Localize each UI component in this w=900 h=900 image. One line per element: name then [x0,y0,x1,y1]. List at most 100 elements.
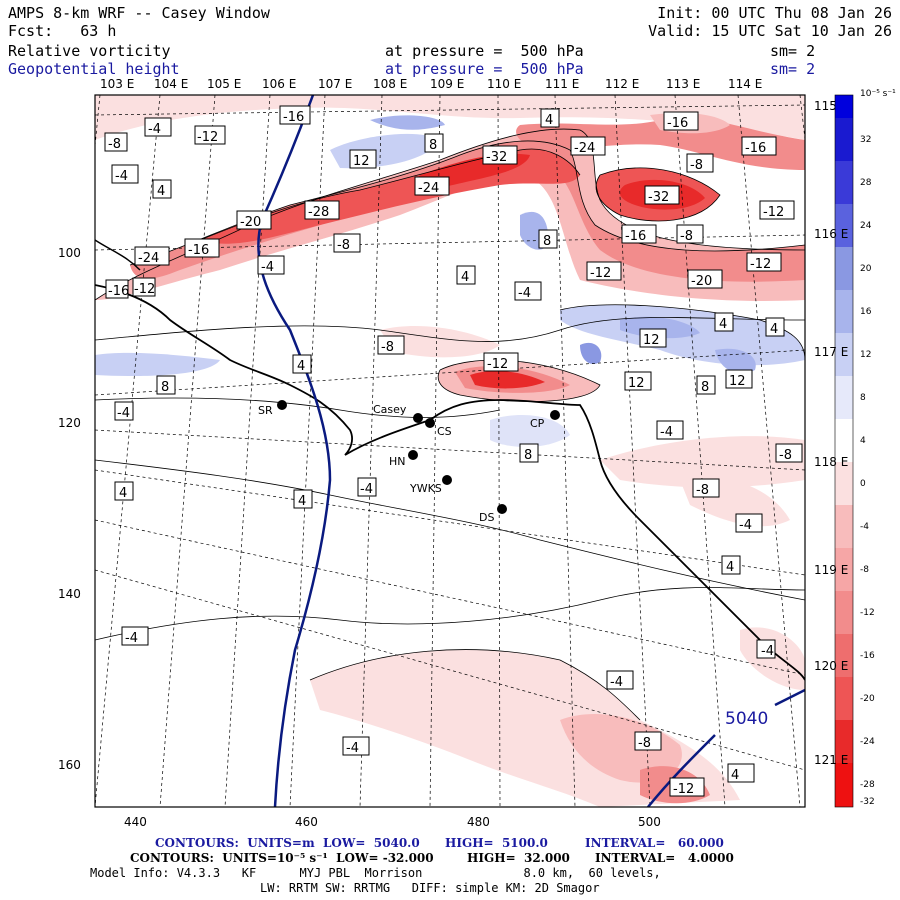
contour-label: 8 [701,380,709,395]
colorbar-label: -4 [860,522,869,532]
colorbar-unit: 10⁻⁵ s⁻¹ [860,89,896,99]
footer-model-info: Model Info: V4.3.3 KF MYJ PBL Morrison 8… [90,866,661,880]
coastline-west [95,239,141,271]
contour-label: -16 [625,229,646,244]
contour-label: -8 [638,736,651,751]
contour-label: -12 [673,782,694,797]
contour-label: -4 [117,406,130,421]
lon-label: 107 E [318,77,353,91]
contour-label: 4 [731,768,739,783]
station-dot-cp [550,410,560,420]
colorbar-label: -20 [860,694,875,704]
colorbar-label: 16 [860,307,872,317]
contour-label: -8 [779,448,792,463]
contour-label: 4 [770,322,778,337]
colorbar-label: 28 [860,178,872,188]
coastline [95,284,805,681]
contour-label: -12 [134,282,155,297]
height-contour-east2 [774,688,805,707]
colorbar-swatch [835,118,853,161]
footer-height-contours: CONTOURS: UNITS=m LOW= 5040.0 [155,836,420,850]
contour-label: -4 [518,286,531,301]
contour-label: 8 [543,234,551,249]
lon-label: 105 E [207,77,242,91]
contour-label: -4 [761,644,774,659]
field2-smoothing: sm= 2 [770,60,816,78]
height-contour-label: 5040 [725,709,768,729]
lat-label: 121 E [814,753,849,767]
contour-label: 4 [298,494,306,509]
field2-name: Geopotential height [8,60,180,78]
contour-label: 8 [161,380,169,395]
contour-label: -32 [648,190,669,205]
contour-label: -4 [261,260,274,275]
contour-label: -8 [680,229,693,244]
contour-label: -4 [739,518,752,533]
colorbar-label: 0 [860,479,866,489]
lon-label: 104 E [154,77,189,91]
station-dot-hn [408,450,418,460]
contour-label: -8 [337,238,350,253]
x-tick: 440 [124,815,147,829]
footer-physics: LW: RRTM SW: RRTMG DIFF: simple KM: 2D S… [260,881,600,895]
vorticity-contours [95,128,805,721]
contour-label: -12 [487,357,508,372]
station-label: SR [258,404,273,417]
colorbar-label: -28 [860,780,875,790]
station-label: DS [479,511,494,524]
lon-label: 112 E [605,77,640,91]
station-dot-casey [413,413,423,423]
plot-frame [94,94,806,808]
contour-label: -12 [197,130,218,145]
colorbar-label: 4 [860,436,866,446]
y-tick: 100 [58,246,81,260]
lon-label: 109 E [430,77,465,91]
y-tick: 140 [58,587,81,601]
colorbar-label: -32 [860,797,875,807]
colorbar-label: 8 [860,393,866,403]
field1-name: Relative vorticity [8,42,171,60]
contour-label: -20 [691,274,712,289]
station-label: CP [530,417,545,430]
field1-level: at pressure = 500 hPa [385,42,584,60]
lon-label: 113 E [666,77,701,91]
station-dot-sr [277,400,287,410]
colorbar-label: -24 [860,737,875,747]
x-tick: 460 [295,815,318,829]
colorbar-label: 24 [860,221,872,231]
footer-height-interval: INTERVAL= 60.000 [585,836,724,850]
colorbar-label: 20 [860,264,872,274]
contour-label: -16 [745,141,766,156]
station-dot-ywks [442,475,452,485]
title: AMPS 8-km WRF -- Casey Window [8,4,270,22]
colorbar [834,94,854,808]
x-tick: 480 [467,815,490,829]
contour-label: -8 [108,137,121,152]
contour-label: -4 [148,122,161,137]
contour-label: -12 [590,266,611,281]
lat-label: 117 E [814,345,849,359]
field1-smoothing: sm= 2 [770,42,816,60]
y-tick: 120 [58,416,81,430]
contour-label: -24 [138,251,159,266]
colorbar-label: -16 [860,651,875,661]
contour-label: -4 [346,741,359,756]
valid-time: Valid: 15 UTC Sat 10 Jan 26 [648,22,892,40]
contour-label: 4 [119,486,127,501]
colorbar-label: -12 [860,608,875,618]
contour-label: 4 [726,560,734,575]
contour-label: -12 [750,257,771,272]
contour-label: -16 [283,110,304,125]
station-label: CS [437,425,452,438]
contour-label: -16 [108,284,129,299]
station-dot-cs [425,418,435,428]
contour-label: -8 [696,483,709,498]
footer-height-high: HIGH= 5100.0 [445,836,548,850]
contour-label: 12 [729,374,746,389]
lat-label: 119 E [814,563,849,577]
colorbar-label: 12 [860,350,872,360]
contour-label: -24 [574,141,595,156]
lon-label: 114 E [728,77,763,91]
init-time: Init: 00 UTC Thu 08 Jan 26 [657,4,892,22]
y-tick: 160 [58,758,81,772]
